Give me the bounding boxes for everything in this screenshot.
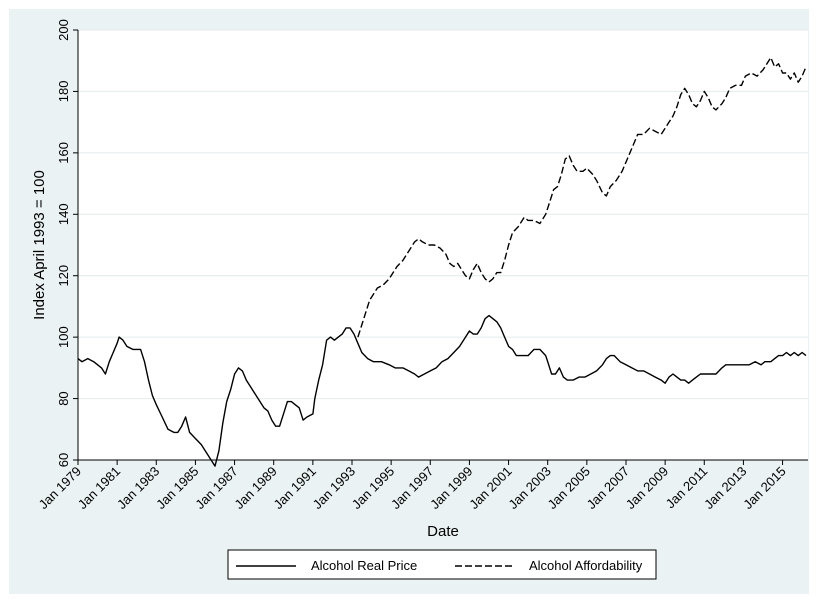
x-tick-label: Jan 2015 [740,464,788,512]
x-tick-label: Jan 2009 [623,464,671,512]
y-tick-label: 140 [56,203,71,225]
y-tick-label: 100 [56,326,71,348]
legend-label: Alcohol Real Price [311,558,417,573]
y-tick-label: 80 [56,391,71,405]
plot-background [78,30,808,460]
y-tick-label: 160 [56,142,71,164]
legend: Alcohol Real Price Alcohol Affordability [228,550,656,579]
y-tick-label: 60 [56,453,71,467]
y-axis-title: Index April 1993 = 100 [31,170,48,320]
y-tick-label: 120 [56,265,71,287]
y-tick-label: 180 [56,81,71,103]
y-tick-label: 200 [56,19,71,41]
legend-label: Alcohol Affordability [529,558,643,573]
x-axis-title: Date [427,523,459,540]
plot-area [78,30,808,460]
